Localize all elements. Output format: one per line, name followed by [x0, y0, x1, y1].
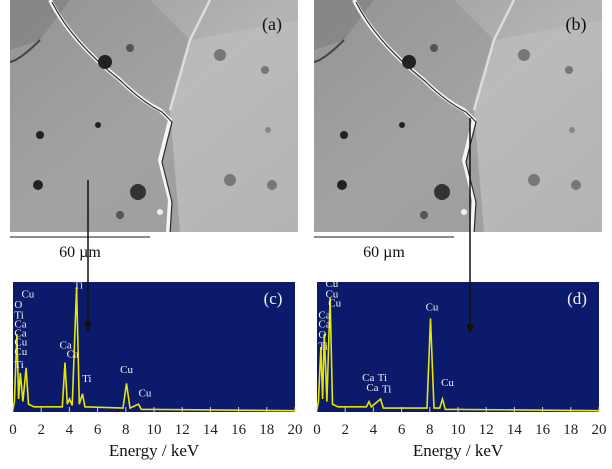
x-tick-label: 18 — [563, 422, 578, 438]
plot-background — [317, 282, 599, 412]
sem-image — [314, 0, 602, 234]
peak-label: Ti — [14, 309, 23, 321]
x-tick-label: 2 — [37, 422, 45, 438]
x-tick-label: 14 — [203, 422, 219, 438]
x-tick-label: 14 — [507, 422, 523, 438]
peak-label: Ti — [14, 359, 23, 371]
peak-label: Ca — [14, 328, 26, 340]
peak-label: Cu — [14, 337, 27, 349]
x-tick-label: 16 — [535, 422, 551, 438]
peak-label: O — [14, 299, 22, 311]
x-tick-label: 10 — [451, 422, 466, 438]
scale-bar-label: 60 µm — [59, 244, 101, 261]
peak-label: Ti — [74, 280, 83, 292]
spectrum-line — [316, 297, 600, 412]
peak-label: Cu — [325, 278, 338, 290]
x-tick-label: 20 — [288, 422, 303, 438]
x-axis-label: Energy / keV — [413, 441, 504, 460]
x-tick-label: 4 — [66, 422, 74, 438]
panel-label: (c) — [264, 289, 283, 308]
peak-label: Cu — [426, 302, 439, 314]
peak-label: Ca — [366, 382, 378, 394]
panel-label: (b) — [566, 14, 587, 35]
scale-bar-label: 60 µm — [363, 244, 405, 261]
x-tick-label: 18 — [259, 422, 274, 438]
peak-label: Ca — [362, 372, 374, 384]
x-tick-label: 0 — [9, 422, 17, 438]
x-tick-label: 8 — [426, 422, 434, 438]
panel-label: (a) — [262, 14, 282, 35]
x-tick-label: 20 — [592, 422, 607, 438]
peak-label: Cu — [21, 289, 34, 301]
sem-image — [10, 0, 298, 234]
x-tick-label: 16 — [231, 422, 247, 438]
x-tick-label: 6 — [398, 422, 406, 438]
peak-label: Cu — [441, 377, 454, 389]
spectrum-line — [12, 287, 296, 412]
peak-label: Cu — [14, 346, 27, 358]
x-tick-label: 12 — [479, 422, 494, 438]
x-tick-label: 2 — [341, 422, 349, 438]
x-tick-label: 10 — [147, 422, 162, 438]
peak-label: Ca — [318, 319, 330, 331]
plot-background — [13, 282, 295, 412]
x-axis-label: Energy / keV — [109, 441, 200, 460]
peak-label: Ca — [60, 339, 72, 351]
x-tick-label: 0 — [313, 422, 321, 438]
spectra: 0 2 4 6 8 10 12 14 16 18 20CuOTiCaCaCuCuTiTiCaCaTi… — [9, 278, 606, 460]
peak-label: Cu — [325, 289, 338, 301]
pointer-arrow — [466, 324, 474, 334]
peak-label: Cu — [328, 298, 341, 310]
peak-label: Ca — [14, 319, 26, 331]
x-tick-label: 6 — [94, 422, 102, 438]
peak-label: Ti — [378, 372, 387, 384]
peak-label: Ca — [318, 309, 330, 321]
peak-label: Ti — [318, 341, 327, 353]
x-tick-label: 4 — [370, 422, 378, 438]
peak-label: Cu — [120, 364, 133, 376]
peak-label: Ca — [67, 348, 79, 360]
peak-label: Ti — [382, 384, 391, 396]
peak-label: Cu — [138, 387, 151, 399]
x-tick-label: 12 — [175, 422, 190, 438]
peak-label: Ti — [82, 373, 91, 385]
peak-label: O — [318, 329, 326, 341]
pointer-arrow — [84, 322, 92, 332]
x-tick-label: 8 — [122, 422, 130, 438]
panel-label: (d) — [567, 289, 587, 308]
